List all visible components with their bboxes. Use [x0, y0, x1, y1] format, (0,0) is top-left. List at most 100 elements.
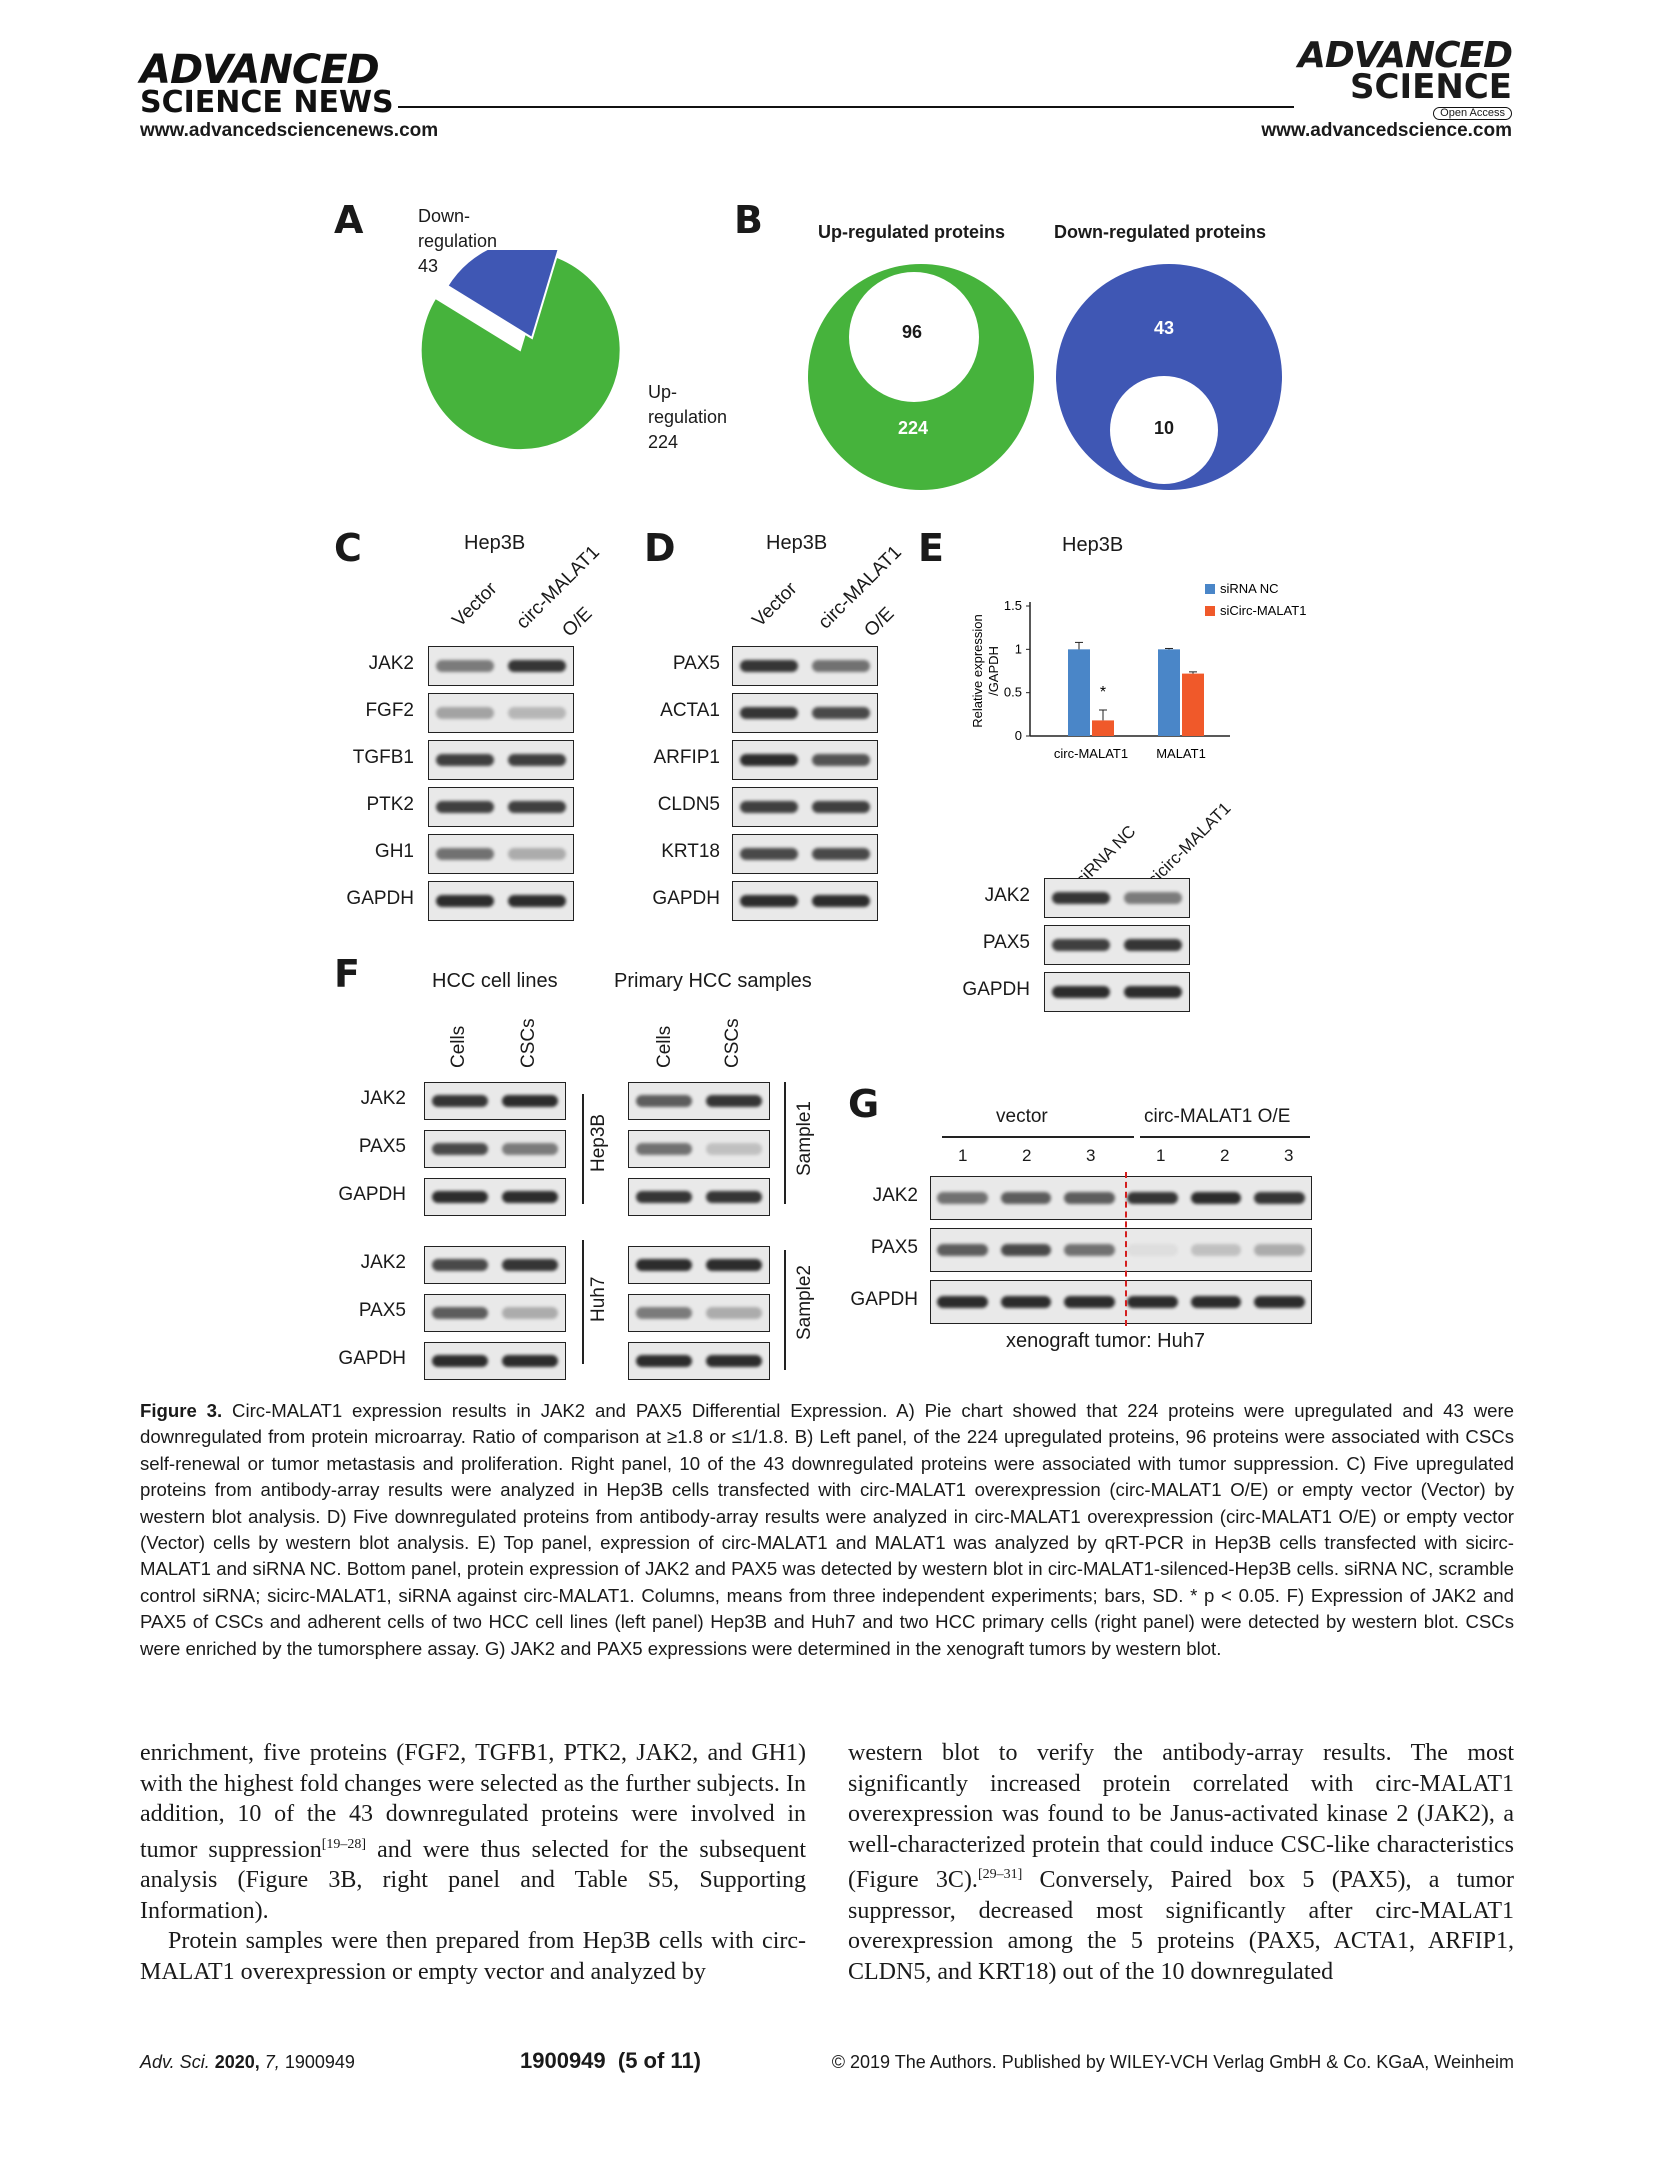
blot-strip-fgf2	[428, 693, 574, 733]
band	[706, 1143, 762, 1155]
journal-logo-left: ADVANCED SCIENCE NEWS	[140, 50, 394, 118]
band	[432, 1095, 488, 1107]
blot-label-pax5: PAX5	[672, 653, 720, 674]
band	[1127, 1244, 1178, 1256]
venn-down	[1056, 264, 1282, 490]
band	[508, 707, 566, 719]
band	[1000, 1244, 1052, 1256]
panel-f-group-huh7: Huh7	[588, 1276, 609, 1322]
band	[432, 1355, 488, 1367]
band	[508, 848, 566, 860]
blot-label-gapdh: GAPDH	[652, 888, 720, 909]
panel-f-group-hep3b: Hep3B	[588, 1113, 609, 1172]
band	[502, 1259, 558, 1271]
down-regulated-title: Down-regulated proteins	[1054, 222, 1267, 242]
blot-strip-jak2	[424, 1246, 566, 1284]
bracket-sample1	[784, 1082, 786, 1204]
band	[812, 707, 870, 719]
y-tick-label: 1.5	[1004, 598, 1022, 613]
y-tick-label: 1	[1015, 641, 1022, 656]
ref-29-31[interactable]: [29–31]	[977, 1867, 1023, 1882]
band	[1190, 1296, 1242, 1308]
band	[740, 754, 798, 766]
panel-f-col-cells-left: Cells	[448, 1025, 469, 1068]
panel-g-letter: G	[848, 1082, 880, 1126]
panel-g-footer: xenograft tumor: Huh7	[1006, 1330, 1205, 1352]
blot-label-gapdh: GAPDH	[962, 979, 1030, 1000]
logo-left-line1: ADVANCED	[140, 47, 380, 93]
panel-g-rule-oe	[1140, 1136, 1310, 1138]
logo-left-line2: SCIENCE NEWS	[140, 85, 394, 120]
blot-strip-arfip1	[732, 740, 878, 780]
band	[432, 1259, 488, 1271]
band	[502, 1191, 558, 1203]
panel-f-group-sample1: Sample1	[794, 1101, 815, 1176]
band	[1254, 1192, 1305, 1204]
blot-label-cldn5: CLDN5	[657, 794, 720, 815]
down-label-line2: regulation	[418, 231, 498, 251]
blot-label-jak2: JAK2	[360, 1252, 406, 1273]
blot-strip-primary	[628, 1246, 770, 1284]
blot-label-jak2: JAK2	[872, 1185, 918, 1206]
logo-right-line2: SCIENCE	[1350, 67, 1512, 107]
band	[740, 660, 798, 672]
figure-3: A Down- regulation 43 Up- regulation 224…	[334, 198, 1312, 1380]
blot-strip-primary	[628, 1294, 770, 1332]
band	[436, 848, 494, 860]
blot-label-gapdh: GAPDH	[338, 1348, 406, 1369]
lane-number: 3	[1086, 1146, 1096, 1165]
lane-number: 2	[1022, 1146, 1032, 1165]
down-label-line1: Down-	[418, 206, 471, 226]
footer-year: 2020,	[214, 2052, 260, 2072]
band	[740, 707, 798, 719]
footer-copyright: © 2019 The Authors. Published by WILEY-V…	[831, 2052, 1514, 2072]
band	[706, 1259, 762, 1271]
open-access-badge: Open Access	[1433, 107, 1512, 120]
blot-label-gapdh: GAPDH	[850, 1289, 918, 1310]
blot-strip-pax5	[424, 1130, 566, 1168]
venn-up-outer: 224	[898, 418, 929, 438]
band	[740, 895, 798, 907]
panel-g-divider	[1125, 1172, 1127, 1326]
figure-caption: Figure 3. Circ-MALAT1 expression results…	[140, 1398, 1514, 1662]
band	[436, 707, 494, 719]
blot-label-arfip1: ARFIP1	[653, 747, 720, 768]
band	[1064, 1244, 1115, 1256]
blot-label-acta1: ACTA1	[660, 700, 720, 721]
url-right[interactable]: www.advancedscience.com	[1261, 120, 1512, 141]
panel-f-left-title: HCC cell lines	[432, 970, 558, 992]
up-label-line1: Up-	[648, 382, 678, 402]
venn-down-outer: 43	[1154, 318, 1175, 338]
blot-strip-pax5	[930, 1228, 1312, 1272]
footer-page: 1900949 (5 of 11)	[520, 2048, 702, 2073]
blot-label-krt18: KRT18	[661, 841, 720, 862]
panel-c-title: Hep3B	[464, 532, 526, 554]
lane-number: 2	[1220, 1146, 1230, 1165]
band	[1052, 986, 1110, 998]
bar-malat1-0	[1158, 649, 1180, 736]
band	[436, 660, 494, 672]
lane-number: 1	[1156, 1146, 1166, 1165]
band	[1127, 1296, 1178, 1308]
caption-label: Figure 3.	[140, 1400, 223, 1421]
bar-malat1-1	[1182, 673, 1204, 736]
lane-number: 1	[958, 1146, 968, 1165]
pie-slice-down	[446, 250, 560, 340]
legend-swatch	[1205, 606, 1215, 616]
body-right-p1-text: western blot to verify the antibody-arra…	[848, 1740, 1514, 1893]
blot-strip-gapdh	[1044, 972, 1190, 1012]
panel-a-pie	[420, 250, 622, 452]
band	[706, 1095, 762, 1107]
body-column-left: enrichment, five proteins (FGF2, TGFB1, …	[140, 1738, 806, 1987]
panel-d-col-oe: O/E	[860, 603, 899, 642]
blot-strip-jak2	[930, 1176, 1312, 1220]
blot-strip-pax5	[1044, 925, 1190, 965]
url-left[interactable]: www.advancedsciencenews.com	[140, 120, 439, 141]
ref-19-28[interactable]: [19–28]	[321, 1836, 367, 1852]
blot-label-pax5: PAX5	[358, 1136, 406, 1157]
band	[502, 1307, 558, 1319]
footer-citation: Adv. Sci. 2020, 7, 1900949	[140, 2052, 355, 2073]
band	[508, 895, 566, 907]
band	[432, 1143, 488, 1155]
band	[636, 1143, 692, 1155]
